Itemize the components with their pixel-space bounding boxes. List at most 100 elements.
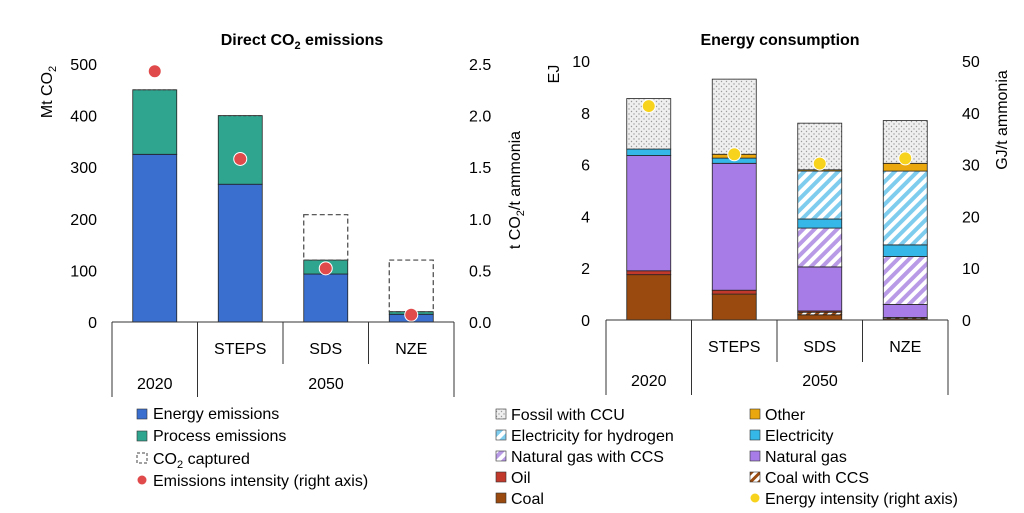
legend-item-natural-gas-with-ccs: Natural gas with CCS	[495, 449, 664, 466]
emissions-category-label-steps: STEPS	[214, 341, 266, 358]
energy-intensity-points	[641, 99, 913, 171]
emissions-intensity-point-2020	[147, 64, 162, 79]
energy-intensity-point-2020	[641, 99, 656, 114]
energy-right-tick-label: 40	[962, 106, 980, 123]
energy-right-tick-label: 50	[962, 54, 980, 71]
legend-label-coal: Coal	[511, 491, 544, 508]
legend-item-co2-captured: CO2 captured	[136, 451, 250, 471]
emissions-right-tick-label: 0.5	[469, 263, 491, 280]
legend-swatch-natural-gas	[749, 450, 761, 462]
emissions-left-tick-label: 0	[88, 315, 97, 332]
legend-label-electricity: Electricity	[765, 428, 833, 445]
energy-group-label-2050: 2050	[802, 373, 838, 390]
bar-coal-steps	[711, 293, 757, 321]
legend-item-process-emissions: Process emissions	[136, 428, 286, 445]
legend-item-energy-emissions: Energy emissions	[136, 406, 279, 423]
emissions-category-label-sds: SDS	[309, 341, 342, 358]
legend-label-natural-gas: Natural gas	[765, 449, 847, 466]
bar-natural-gas-with-ccs-sds	[797, 227, 843, 268]
legend-label-fossil-with-ccu: Fossil with CCU	[511, 407, 625, 424]
emissions-category-axis	[111, 321, 455, 397]
legend-item-electricity-for-hydrogen: Electricity for hydrogen	[495, 428, 674, 445]
bar-electricity-2020	[626, 148, 672, 156]
emissions-right-tick-labels: 0.0 0.5 1.0 1.5 2.0 2.5	[469, 57, 491, 332]
energy-intensity-point-nze	[898, 151, 913, 166]
emissions-category-label-nze: NZE	[395, 341, 427, 358]
bar-energy-emissions-steps	[217, 183, 263, 323]
emissions-legend: Energy emissions Process emissions CO2 c…	[136, 406, 368, 490]
emissions-intensity-point-nze	[404, 307, 419, 322]
bar-electricity-for-hydrogen-nze	[882, 170, 928, 246]
legend-label-natural-gas-with-ccs: Natural gas with CCS	[511, 449, 664, 466]
emissions-left-tick-label: 400	[70, 109, 97, 126]
energy-right-tick-label: 20	[962, 209, 980, 226]
bar-coal-sds	[797, 314, 843, 321]
emissions-category-label-2020: 2020	[137, 376, 173, 393]
bar-fossil-with-ccu-steps	[711, 78, 757, 155]
bar-electricity-sds	[797, 218, 843, 229]
energy-intensity-point-sds	[812, 156, 827, 171]
emissions-right-tick-label: 0.0	[469, 315, 491, 332]
legend-swatch-co2-captured	[136, 452, 148, 464]
energy-bars	[626, 78, 928, 321]
energy-left-tick-label: 10	[572, 54, 590, 71]
energy-right-tick-label: 30	[962, 158, 980, 175]
energy-left-tick-labels: 0 2 4 6 8 10	[572, 54, 590, 330]
legend-marker-emissions-intensity	[137, 475, 147, 485]
emissions-left-axis-label: Mt CO2	[39, 66, 59, 118]
energy-left-axis-label: EJ	[546, 65, 563, 84]
emissions-intensity-points	[147, 64, 419, 322]
emissions-left-tick-label: 500	[70, 57, 97, 74]
emissions-left-tick-labels: 0 100 200 300 400 500	[70, 57, 97, 332]
energy-chart-title: Energy consumption	[700, 32, 859, 49]
legend-label-electricity-for-hydrogen: Electricity for hydrogen	[511, 428, 674, 445]
bar-natural-gas-nze	[882, 304, 928, 318]
bar-natural-gas-with-ccs-nze	[882, 256, 928, 305]
bar-natural-gas-2020	[626, 155, 672, 272]
bar-energy-emissions-2020	[132, 153, 178, 323]
energy-category-label-sds: SDS	[803, 339, 836, 356]
legend-swatch-process-emissions	[136, 430, 148, 442]
legend-item-other: Other	[749, 407, 806, 424]
legend-swatch-fossil-with-ccu	[495, 408, 507, 420]
legend-label-oil: Oil	[511, 470, 531, 487]
energy-category-label-nze: NZE	[889, 339, 921, 356]
legend-swatch-natural-gas-with-ccs	[495, 450, 507, 462]
energy-left-tick-label: 6	[581, 158, 590, 175]
bar-energy-emissions-sds	[303, 273, 349, 323]
bar-co-captured-sds	[303, 214, 349, 261]
legend-label-process-emissions: Process emissions	[153, 428, 286, 445]
energy-left-tick-label: 0	[581, 313, 590, 330]
bar-electricity-for-hydrogen-sds	[797, 170, 843, 220]
legend-swatch-coal-with-ccs	[749, 471, 761, 483]
energy-right-tick-label: 10	[962, 261, 980, 278]
legend-swatch-electricity-for-hydrogen	[495, 429, 507, 441]
legend-label-co2-captured: CO2 captured	[153, 451, 250, 471]
legend-label-energy-intensity-right-axis: Energy intensity (right axis)	[765, 491, 958, 508]
energy-left-tick-label: 4	[581, 209, 590, 226]
legend-swatch-energy-emissions	[136, 408, 148, 420]
emissions-intensity-point-sds	[318, 261, 333, 276]
legend-swatch-other	[749, 408, 761, 420]
legend-item-natural-gas: Natural gas	[749, 449, 847, 466]
bar-coal-2020	[626, 274, 672, 321]
legend-item-coal-with-ccs: Coal with CCS	[749, 470, 869, 487]
emissions-chart: Direct CO2 emissions Mt CO2 t CO2/t ammo…	[39, 32, 527, 397]
legend-item-emissions-intensity: Emissions intensity (right axis)	[137, 473, 368, 490]
energy-right-axis-label: GJ/t ammonia	[994, 70, 1011, 170]
energy-category-label-steps: STEPS	[708, 339, 760, 356]
legend-item-fossil-with-ccu: Fossil with CCU	[495, 407, 625, 424]
energy-category-axis	[605, 319, 949, 395]
legend-item-oil: Oil	[495, 470, 531, 487]
bar-process-emissions-steps	[217, 115, 263, 185]
energy-left-tick-label: 8	[581, 106, 590, 123]
legend-swatch-oil	[495, 471, 507, 483]
bar-co-captured-nze	[388, 259, 434, 313]
legend-label-coal-with-ccs: Coal with CCS	[765, 470, 869, 487]
energy-right-tick-labels: 0 10 20 30 40 50	[962, 54, 980, 330]
legend-item-coal: Coal	[495, 491, 544, 508]
bar-process-emissions-2020	[132, 89, 178, 155]
legend-item-electricity: Electricity	[749, 428, 833, 445]
energy-category-label-2020: 2020	[631, 373, 667, 390]
energy-left-tick-label: 2	[581, 261, 590, 278]
